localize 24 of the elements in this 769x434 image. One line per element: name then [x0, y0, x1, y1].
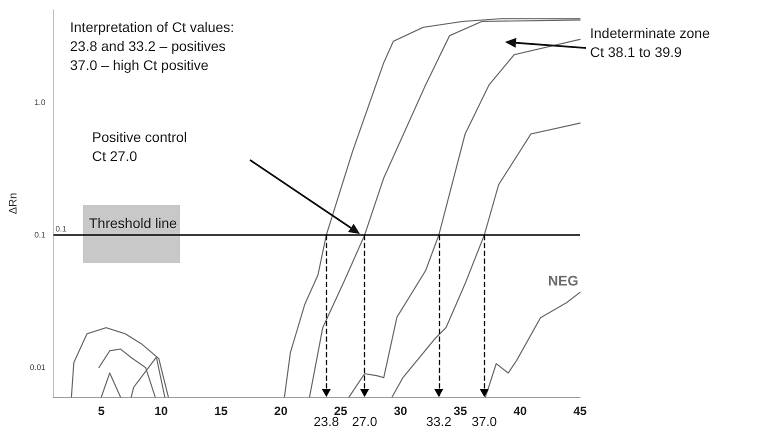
ref-line-label: 27.0 — [352, 414, 378, 429]
x-tick-label: 20 — [274, 404, 288, 418]
ref-line-label: 0.1 — [55, 224, 68, 234]
y-tick-label: 0.01 — [30, 363, 46, 372]
x-tick-label: 15 — [214, 404, 228, 418]
text: Indeterminate zone Ct 38.1 to 39.9 — [590, 24, 710, 62]
x-tick-label: 40 — [513, 404, 528, 418]
y-axis-title: ΔRn — [8, 192, 20, 214]
y-tick-label: 0.1 — [34, 230, 46, 240]
line-series — [392, 122, 581, 398]
annotation: Positive control Ct 27.0 — [92, 128, 187, 166]
x-tick-label: 45 — [573, 404, 587, 418]
annotation: Interpretation of Ct values: 23.8 and 33.2 – positives 37.0 – high Ct positive — [70, 18, 234, 75]
series-label: NEG — [548, 272, 578, 288]
x-tick-label: 5 — [98, 404, 105, 418]
x-tick-label: 35 — [454, 404, 468, 418]
x-tick-label: 30 — [394, 404, 408, 418]
ref-line-label: 33.2 — [426, 414, 452, 429]
annotation: Threshold line — [89, 214, 177, 233]
y-tick-label: 1.0 — [34, 98, 46, 108]
line-series — [70, 327, 169, 398]
line-series — [348, 38, 581, 398]
x-tick-label: 10 — [154, 404, 168, 418]
ref-line-label: 37.0 — [472, 414, 497, 429]
